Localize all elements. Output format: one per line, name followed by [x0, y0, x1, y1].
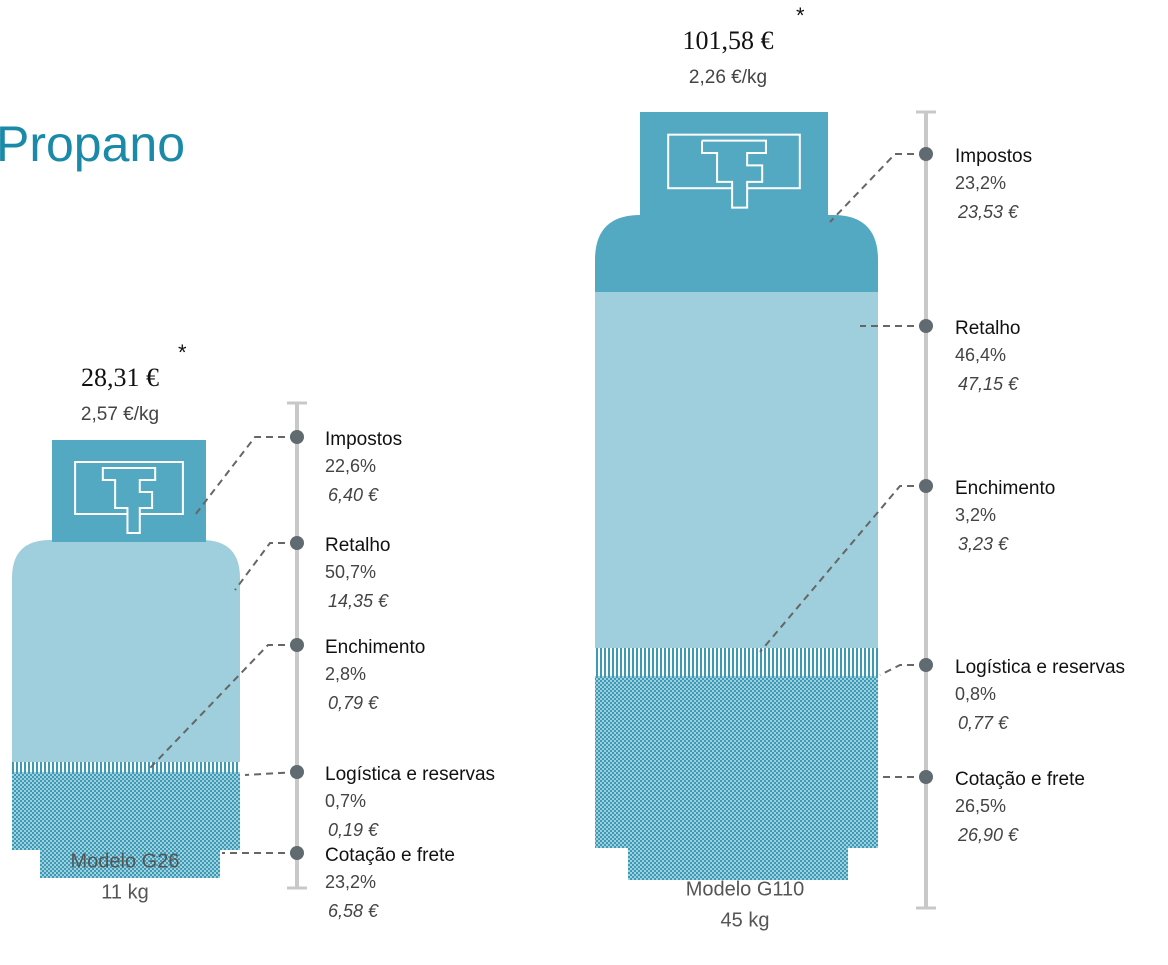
component-name: Retalho: [325, 535, 391, 556]
dot: [290, 846, 304, 860]
component-name: Cotação e frete: [325, 845, 455, 866]
component-value: 0,79 €: [328, 693, 379, 713]
dot: [919, 770, 933, 784]
price-per-kg: 2,26 €/kg: [689, 67, 767, 88]
asterisk: *: [178, 340, 187, 365]
component-name: Retalho: [955, 318, 1021, 339]
asterisk: *: [796, 3, 805, 28]
stripe-zone: [595, 648, 878, 676]
page-title: Propano: [0, 116, 185, 172]
leader-line: [879, 664, 926, 676]
dot: [290, 638, 304, 652]
dot: [290, 536, 304, 550]
dot: [919, 658, 933, 672]
component-percent: 3,2%: [955, 505, 996, 525]
leader-line: [759, 485, 926, 653]
price: 101,58 €: [683, 26, 774, 55]
component-percent: 2,8%: [325, 664, 366, 684]
light-zone: [12, 540, 240, 762]
leader-line: [234, 542, 297, 591]
component-value: 23,53 €: [957, 202, 1019, 222]
valve: [701, 139, 767, 209]
dot: [290, 430, 304, 444]
component-name: Cotação e frete: [955, 769, 1085, 790]
model: Modelo G26: [71, 850, 180, 872]
check-zone: [12, 772, 240, 850]
component-percent: 23,2%: [325, 872, 376, 892]
dot: [919, 319, 933, 333]
component-value: 26,90 €: [957, 825, 1019, 845]
component-percent: 0,7%: [325, 791, 366, 811]
component-name: Impostos: [325, 429, 402, 450]
leader-line: [194, 436, 297, 516]
component-value: 3,23 €: [958, 534, 1009, 554]
component-percent: 26,5%: [955, 796, 1006, 816]
leader-line: [149, 644, 297, 769]
component-name: Impostos: [955, 146, 1032, 167]
component-name: Logística e reservas: [325, 764, 495, 785]
component-value: 14,35 €: [328, 591, 389, 611]
component-name: Enchimento: [955, 478, 1055, 499]
model: Modelo G110: [686, 878, 805, 900]
price-per-kg: 2,57 €/kg: [81, 404, 159, 425]
stripe-zone: [12, 762, 240, 772]
component-name: Enchimento: [325, 637, 425, 658]
foot: [628, 847, 848, 880]
component-value: 0,77 €: [958, 713, 1009, 733]
light-zone: [595, 292, 878, 648]
component-name: Logística e reservas: [955, 657, 1125, 678]
cap-zone: [595, 215, 878, 292]
component-value: 47,15 €: [958, 374, 1019, 394]
component-percent: 46,4%: [955, 345, 1006, 365]
component-percent: 50,7%: [325, 562, 376, 582]
cylinder: [595, 215, 878, 848]
cylinder: [12, 540, 240, 850]
component-value: 6,58 €: [328, 901, 379, 921]
dot: [919, 479, 933, 493]
dot: [919, 147, 933, 161]
dot: [290, 765, 304, 779]
weight: 11 kg: [101, 881, 148, 903]
component-value: 6,40 €: [328, 485, 379, 505]
component-percent: 0,8%: [955, 684, 996, 704]
component-value: 0,19 €: [328, 820, 379, 840]
weight: 45 kg: [721, 909, 770, 931]
component-percent: 23,2%: [955, 173, 1006, 193]
price: 28,31 €: [81, 363, 159, 392]
component-percent: 22,6%: [325, 456, 376, 476]
valve: [101, 467, 157, 534]
foot: [40, 849, 220, 878]
check-zone: [595, 676, 878, 848]
leader-line: [244, 771, 298, 776]
leader-line: [829, 153, 926, 223]
